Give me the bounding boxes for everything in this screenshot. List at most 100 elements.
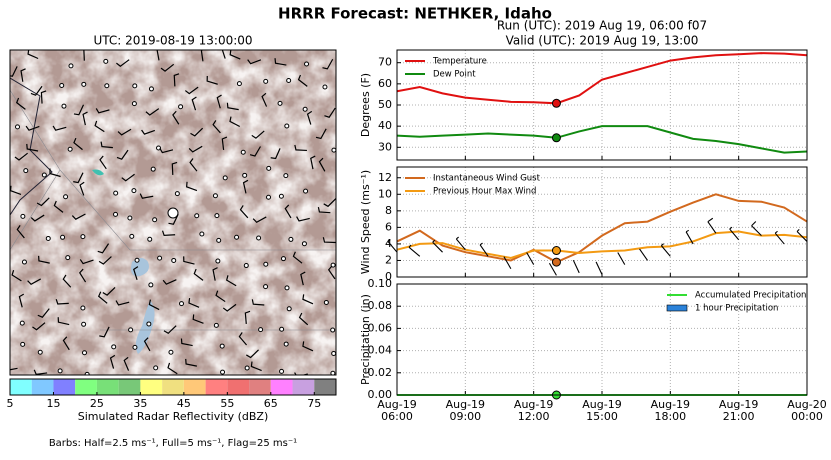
station-calm	[67, 146, 73, 152]
legend-label: Temperature	[432, 57, 487, 67]
y-tick-label: 10	[378, 187, 392, 200]
station-calm	[81, 350, 87, 356]
map	[10, 50, 336, 375]
station-barb	[30, 214, 45, 222]
highlight-marker	[551, 257, 561, 267]
y-tick-label: 2	[385, 253, 392, 266]
station-calm	[152, 217, 158, 223]
valid-title: Valid (UTC): 2019 Aug 19, 13:00	[506, 34, 699, 48]
station-barb	[323, 198, 336, 208]
station-barb	[297, 74, 308, 87]
station-calm	[19, 320, 25, 326]
station-barb	[99, 326, 110, 338]
station-barb	[99, 155, 107, 170]
station-barb	[73, 104, 85, 116]
x-tick-label: Aug-19 15:00	[582, 398, 622, 423]
colorbar-frame	[9, 378, 337, 396]
station-barb	[37, 308, 50, 318]
station-calm	[286, 77, 292, 83]
y-tick-label: 60	[378, 77, 392, 90]
station-barb	[109, 354, 116, 369]
y-axis-label: Degrees (F)	[359, 73, 372, 137]
station-barb	[167, 362, 178, 375]
station-barb	[40, 90, 47, 104]
station-barb	[221, 50, 226, 59]
colorbar-box	[96, 379, 119, 395]
station-calm	[128, 327, 134, 333]
station-barb	[33, 369, 48, 375]
station-calm	[146, 321, 152, 327]
station-barb	[229, 116, 241, 128]
station-barb	[100, 141, 113, 149]
station-barb	[25, 125, 40, 131]
station-barb	[216, 94, 222, 109]
highlight-marker	[551, 133, 561, 143]
stations	[10, 50, 336, 375]
station-calm	[134, 257, 140, 263]
y-tick-label: 6	[385, 220, 392, 233]
station-barb	[249, 146, 261, 157]
series-line	[396, 52, 808, 105]
wind-barb	[751, 221, 762, 237]
station-calm	[214, 213, 220, 219]
station-barb	[55, 299, 69, 305]
x-tick-label: Aug-19 06:00	[377, 398, 417, 423]
colorbar-box	[249, 379, 271, 395]
colorbar-box	[118, 379, 141, 395]
colorbar-tick-label: 5	[7, 397, 14, 410]
x-tick-label: Aug-19 21:00	[718, 398, 759, 423]
station-calm	[258, 327, 264, 333]
station-barb	[163, 325, 177, 335]
station-calm	[279, 326, 285, 332]
map-frame	[9, 49, 337, 376]
station-barb	[116, 149, 129, 160]
colorbar-tick-label: 65	[264, 397, 278, 410]
station-barb	[296, 216, 310, 222]
station-calm	[153, 365, 159, 371]
colorbar-box	[53, 379, 76, 395]
station-barb	[188, 145, 203, 153]
y-tick-label: 4	[385, 237, 392, 250]
wind-barb	[387, 239, 398, 253]
station-barb	[139, 193, 154, 199]
series-line	[396, 193, 808, 264]
y-tick-label: 50	[378, 98, 392, 111]
station-barb	[71, 213, 86, 220]
figure-title: HRRR Forecast: NETHKER, Idaho	[278, 5, 552, 23]
station-calm	[284, 285, 290, 291]
y-tick-label: 70	[378, 56, 392, 69]
station-calm	[301, 241, 307, 247]
station-calm	[63, 194, 69, 200]
station-calm	[194, 213, 200, 219]
station-barb	[242, 179, 249, 194]
station-calm	[303, 188, 309, 194]
station-calm	[168, 349, 174, 355]
station-calm	[147, 236, 153, 242]
station-calm	[45, 235, 51, 241]
lake	[135, 300, 155, 354]
colorbar-tick-label: 35	[133, 397, 147, 410]
station-barb	[123, 356, 130, 371]
station-barb	[36, 197, 50, 207]
station-barb	[239, 205, 249, 219]
wind-barb	[617, 252, 626, 265]
station-barb	[102, 287, 116, 296]
wind-barb	[796, 229, 808, 242]
station-barb	[143, 337, 151, 352]
station-calm	[60, 234, 66, 240]
station-barb	[145, 108, 160, 116]
station-barb	[171, 161, 178, 175]
x-tick-label: Aug-20 00:00	[787, 398, 827, 423]
station-calm	[68, 63, 74, 69]
station-barb	[229, 50, 241, 60]
station-calm	[20, 341, 26, 347]
colorbar-box	[314, 379, 336, 395]
station-barb	[172, 110, 180, 125]
station-calm	[244, 365, 250, 371]
lake	[92, 169, 104, 176]
station-calm	[148, 282, 154, 288]
station-barb	[300, 271, 306, 286]
station-barb	[183, 256, 195, 265]
station-calm	[284, 123, 290, 129]
